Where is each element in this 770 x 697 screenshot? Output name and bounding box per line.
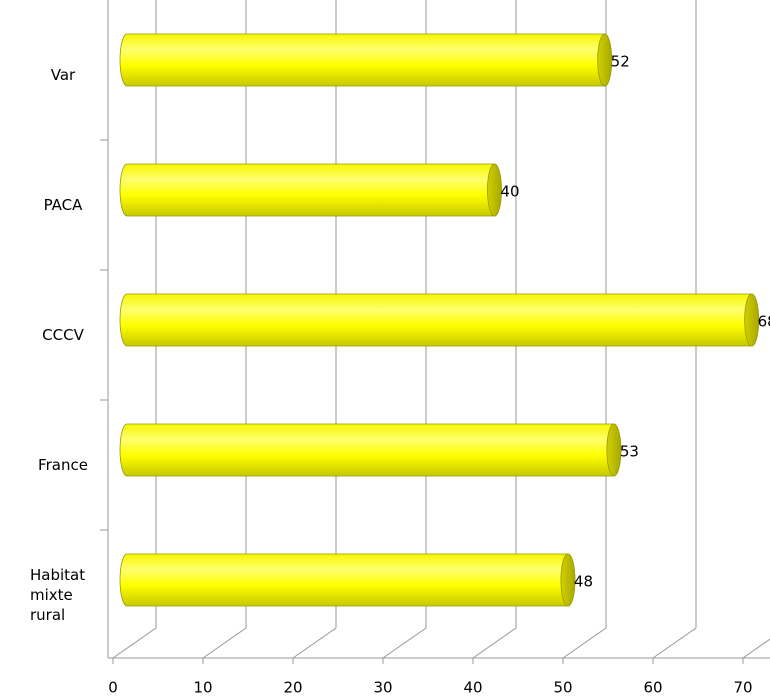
x-tick-label: 30 (373, 679, 392, 697)
bar (119, 163, 502, 217)
grid-line (742, 638, 770, 659)
bar-cap (560, 553, 576, 607)
value-label: 48 (574, 573, 593, 591)
value-label: 52 (611, 53, 630, 71)
y-tick-label: CCCV (42, 326, 84, 344)
value-label: 53 (620, 443, 639, 461)
y-tick-label: Habitat mixte rural (30, 566, 86, 624)
value-label: 40 (500, 183, 519, 201)
bar-body (119, 33, 613, 87)
x-tick-label: 0 (108, 679, 118, 697)
bar (119, 423, 622, 477)
grid-line (652, 0, 697, 659)
bar-cap (487, 163, 502, 217)
grid-line (472, 0, 517, 659)
x-tick-label: 40 (463, 679, 482, 697)
bar-body (119, 423, 622, 477)
bar-cap (744, 293, 760, 347)
y-tick-label: PACA (43, 196, 83, 214)
bar (119, 553, 576, 607)
y-tick-label: Var (50, 66, 76, 84)
bar-body (119, 293, 760, 347)
bar (119, 293, 760, 347)
bar-body (119, 553, 576, 607)
x-tick-label: 60 (643, 679, 662, 697)
x-tick-label: 50 (553, 679, 572, 697)
value-label: 68 (758, 313, 770, 331)
bar-body (119, 163, 502, 217)
y-tick-label: France (38, 456, 88, 474)
x-tick-label: 20 (283, 679, 302, 697)
x-tick-label: 10 (193, 679, 212, 697)
x-tick-label: 70 (733, 679, 752, 697)
bar-cap (597, 33, 613, 87)
bar (119, 33, 613, 87)
bar-cap (606, 423, 622, 477)
grid-line (562, 0, 607, 659)
